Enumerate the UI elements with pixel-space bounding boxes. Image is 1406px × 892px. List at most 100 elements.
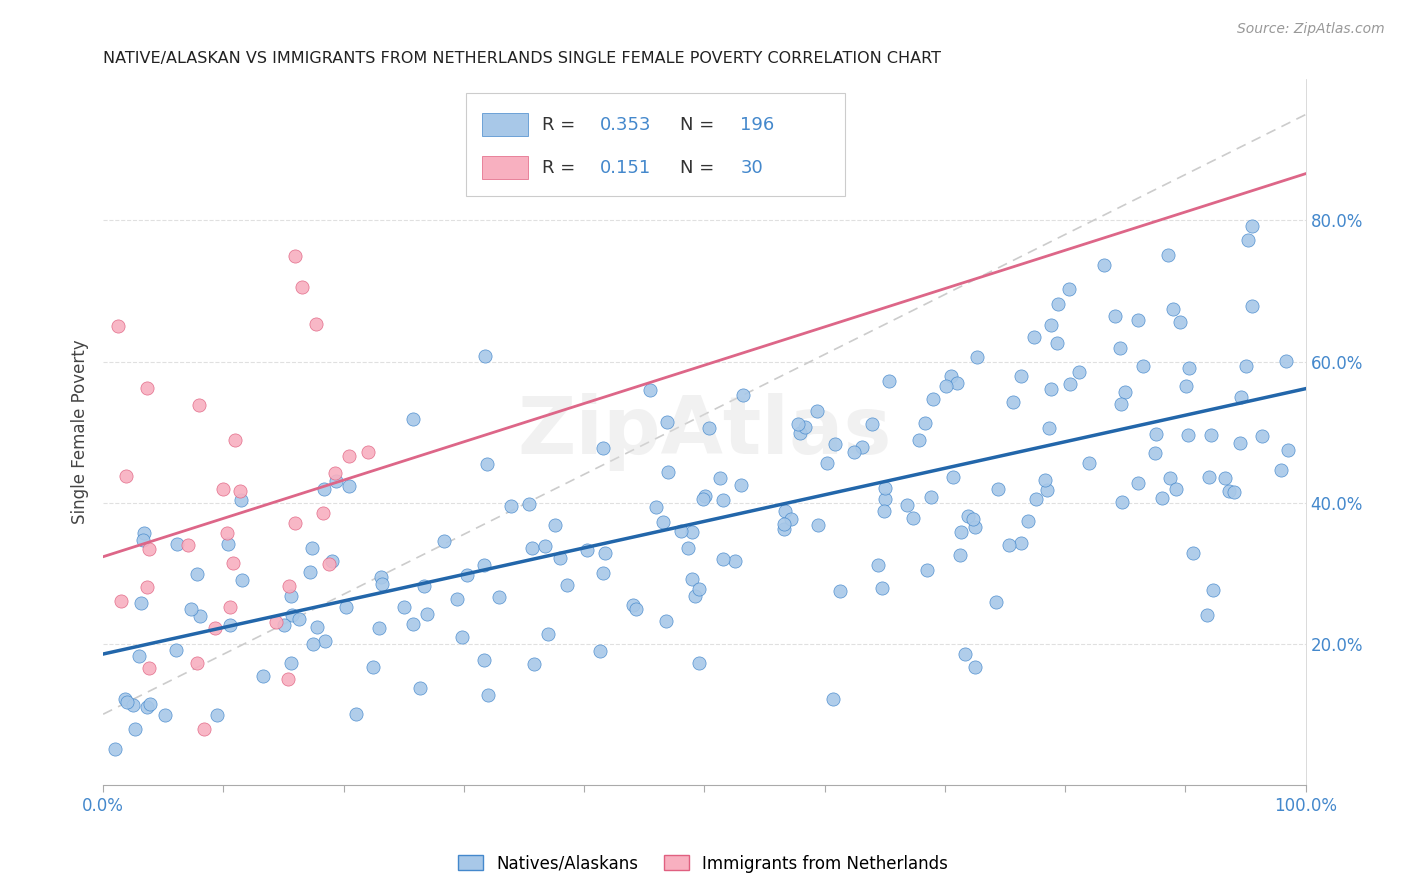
Point [941,369,963,384]
Point [204,621,226,635]
Point [1047,297,1070,311]
Point [945,376,967,391]
Point [592,566,614,580]
Y-axis label: Single Female Poverty: Single Female Poverty [72,340,89,524]
Point [110,593,132,607]
Point [949,525,972,540]
Text: N =: N = [681,116,720,134]
Point [1230,390,1253,404]
Point [1104,309,1126,323]
Point [392,600,415,615]
Point [128,649,150,664]
Point [901,510,924,524]
Point [1036,483,1059,498]
Point [301,637,323,651]
Point [651,515,673,529]
Point [433,534,456,549]
Point [314,634,336,648]
Text: 0.353: 0.353 [600,116,651,134]
Point [1175,379,1198,393]
Point [688,656,710,670]
Point [288,612,311,626]
Point [361,660,384,674]
Point [357,445,380,459]
Point [589,643,612,657]
Point [626,601,648,615]
Point [1240,299,1263,313]
Point [193,722,215,736]
Point [1251,429,1274,443]
Point [222,556,245,570]
Point [1159,471,1181,485]
Point [1240,219,1263,234]
Point [212,482,235,496]
Point [1199,428,1222,442]
Point [1198,470,1220,484]
Point [693,489,716,503]
Text: 0.151: 0.151 [600,159,651,177]
Point [963,520,986,534]
Point [1182,546,1205,560]
Point [217,525,239,540]
Point [1213,471,1236,485]
Point [446,592,468,607]
Point [576,542,599,557]
Point [953,648,976,662]
Text: N =: N = [681,159,720,177]
Point [548,550,571,565]
Point [298,565,321,579]
Point [115,468,138,483]
Point [1069,365,1091,379]
Point [1040,318,1063,332]
Point [1059,376,1081,391]
Point [908,434,931,448]
Point [1218,483,1240,498]
Point [1046,336,1069,351]
Point [1108,341,1130,355]
Point [323,466,346,480]
Point [1164,482,1187,496]
Point [1010,536,1032,550]
Point [1040,382,1063,396]
Point [688,582,710,596]
Point [1109,397,1132,411]
Point [966,350,988,364]
Point [305,317,328,331]
Point [134,526,156,541]
Point [657,465,679,479]
Point [1168,315,1191,329]
Point [1017,514,1039,528]
Text: ZipAtlas: ZipAtlas [517,393,891,471]
Point [962,511,984,525]
Point [1126,476,1149,491]
Text: Source: ZipAtlas.com: Source: ZipAtlas.com [1237,22,1385,37]
Point [291,280,314,294]
Point [122,698,145,712]
Point [335,600,357,615]
Point [870,581,893,595]
Point [823,692,845,706]
Point [155,707,177,722]
Point [544,518,567,533]
Point [187,398,209,412]
Point [284,249,307,263]
Point [1144,446,1167,460]
Point [224,434,246,448]
Point [1077,456,1099,470]
Point [114,692,136,706]
Point [135,699,157,714]
Point [139,697,162,711]
Point [793,420,815,434]
Text: 196: 196 [741,116,775,134]
Point [1202,583,1225,598]
Point [273,618,295,632]
Point [638,383,661,397]
Point [277,672,299,686]
Point [413,579,436,593]
Text: R =: R = [541,116,581,134]
Point [683,589,706,603]
Point [1033,474,1056,488]
Text: NATIVE/ALASKAN VS IMMIGRANTS FROM NETHERLANDS SINGLE FEMALE POVERTY CORRELATION : NATIVE/ALASKAN VS IMMIGRANTS FROM NETHER… [103,51,941,66]
Point [935,378,957,392]
Point [451,630,474,644]
